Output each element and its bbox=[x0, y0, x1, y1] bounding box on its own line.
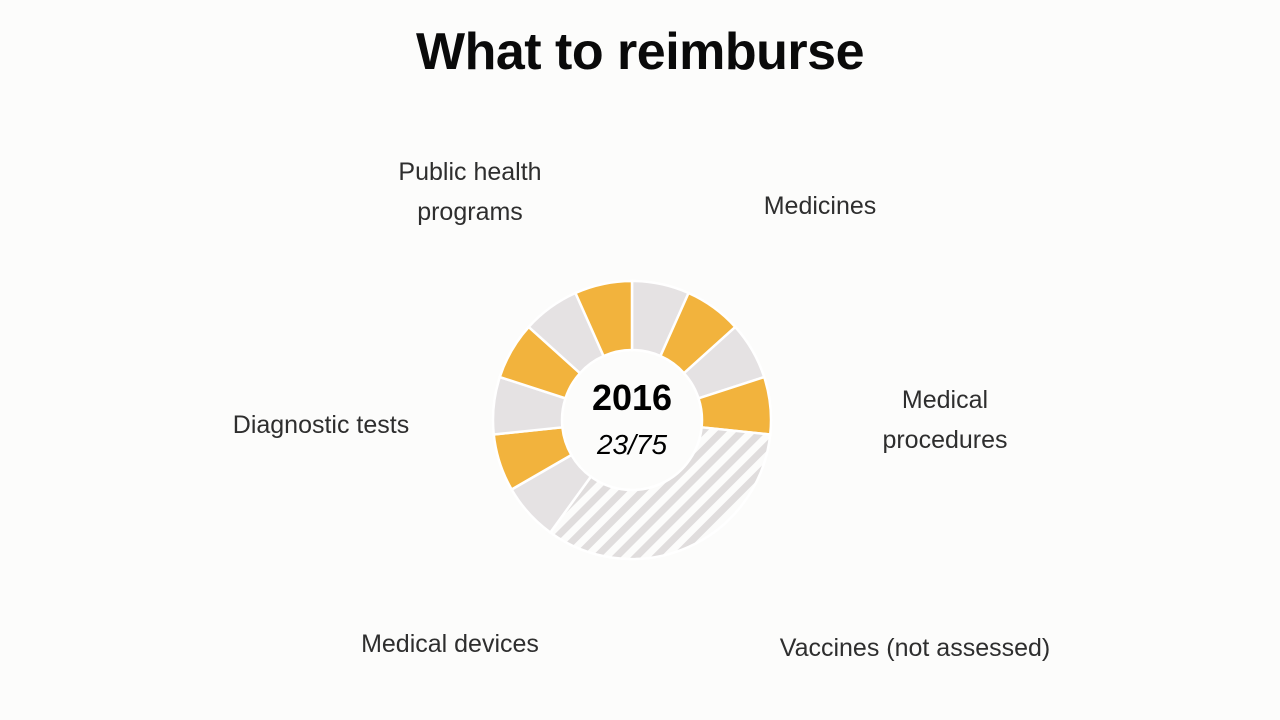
chart-title: What to reimburse bbox=[416, 23, 865, 81]
label-medical-procedures: Medical procedures bbox=[882, 386, 1008, 454]
segment-vaccines-not-assessed-not-assessed bbox=[548, 425, 772, 561]
segment-public-health-programs-scored bbox=[573, 279, 634, 358]
label-diagnostic-tests: Diagnostic tests bbox=[232, 411, 410, 439]
label-public-health-programs: Public health programs bbox=[398, 158, 542, 226]
label-vaccines: Vaccines (not assessed) bbox=[779, 634, 1051, 662]
center-score: 23/75 bbox=[596, 429, 668, 460]
center-year: 2016 bbox=[591, 377, 673, 418]
label-medicines: Medicines bbox=[763, 192, 877, 220]
label-medical-devices: Medical devices bbox=[361, 630, 539, 658]
